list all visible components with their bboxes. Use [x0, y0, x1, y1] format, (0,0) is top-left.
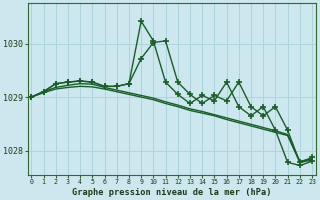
X-axis label: Graphe pression niveau de la mer (hPa): Graphe pression niveau de la mer (hPa) — [72, 188, 271, 197]
